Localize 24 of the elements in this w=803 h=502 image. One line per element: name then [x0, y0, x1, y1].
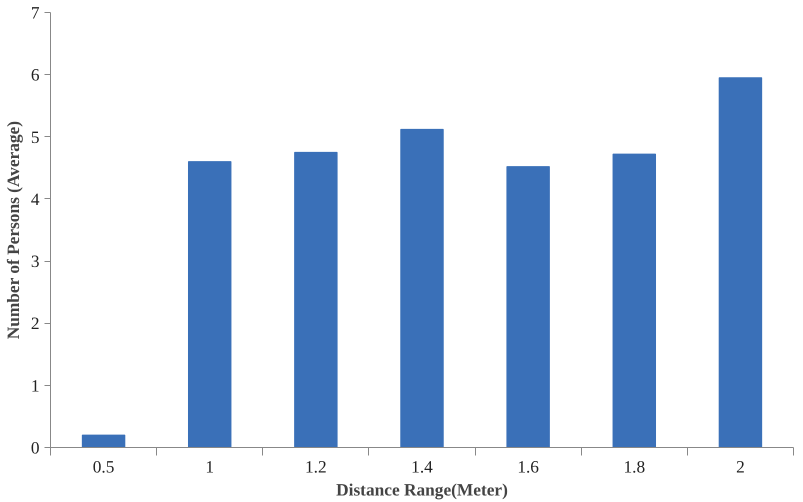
x-tick-label: 1.8 [623, 458, 646, 476]
bar [188, 161, 232, 448]
y-tick-label: 7 [30, 4, 40, 22]
bar [400, 128, 444, 448]
y-tick-label: 6 [30, 66, 40, 85]
bar [506, 166, 550, 448]
x-tick-label: 1.2 [305, 458, 327, 476]
x-tick-label: 1.4 [411, 458, 434, 476]
x-tick-label: 2 [736, 458, 745, 476]
x-tick-label: 0.5 [92, 458, 114, 476]
y-tick-label: 5 [30, 128, 40, 147]
y-tick-label: 3 [30, 252, 40, 272]
x-tick-label: 1.6 [517, 458, 540, 476]
bar [82, 434, 126, 448]
x-axis-title: Distance Range(Meter) [336, 480, 508, 500]
y-tick-label: 1 [30, 376, 40, 396]
x-tick-label: 1 [205, 458, 214, 476]
bar [294, 152, 338, 448]
y-tick-label: 4 [30, 190, 40, 209]
y-tick-label: 2 [30, 314, 40, 334]
y-axis-title: Number of Persons (Average) [4, 120, 23, 340]
bar [612, 154, 656, 448]
y-tick-label: 0 [30, 438, 40, 458]
bar [718, 77, 762, 448]
